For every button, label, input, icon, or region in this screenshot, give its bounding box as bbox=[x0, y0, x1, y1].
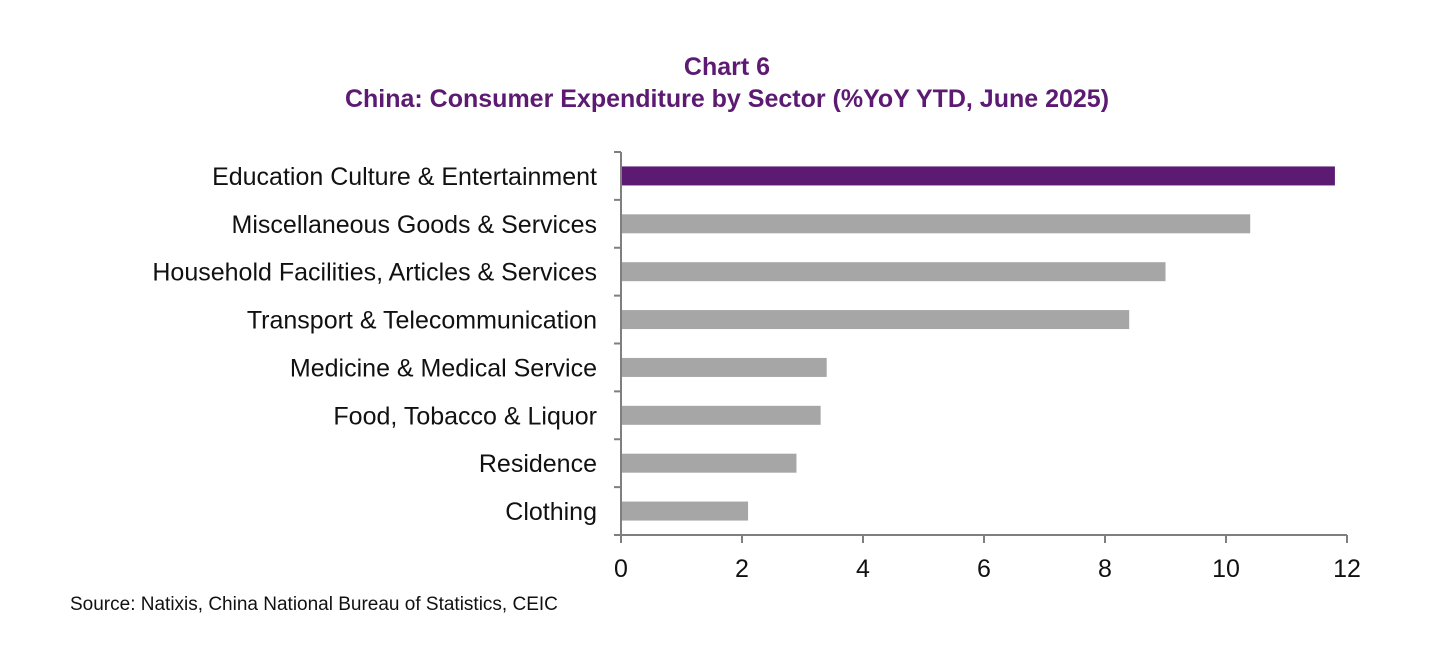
source-note: Source: Natixis, China National Bureau o… bbox=[70, 594, 558, 615]
x-tick-label: 2 bbox=[735, 555, 749, 583]
category-label: Clothing bbox=[505, 498, 597, 526]
x-tick-label: 8 bbox=[1098, 555, 1112, 583]
bar-7 bbox=[621, 501, 749, 521]
x-tick-label: 10 bbox=[1212, 555, 1240, 583]
chart-subtitle: China: Consumer Expenditure by Sector (%… bbox=[345, 85, 1109, 113]
bar-0 bbox=[621, 166, 1335, 186]
category-label: Miscellaneous Goods & Services bbox=[232, 211, 597, 239]
bars-group bbox=[621, 166, 1335, 521]
category-label: Transport & Telecommunication bbox=[247, 307, 597, 335]
x-tick-label: 0 bbox=[614, 555, 628, 583]
axes: 0 2 4 6 8 10 12 bbox=[614, 151, 1361, 583]
x-tick-label: 12 bbox=[1333, 555, 1361, 583]
category-label: Household Facilities, Articles & Service… bbox=[152, 259, 597, 287]
bar-3 bbox=[621, 310, 1130, 330]
x-tick-label: 4 bbox=[856, 555, 870, 583]
bar-2 bbox=[621, 262, 1166, 282]
bar-6 bbox=[621, 453, 797, 473]
bar-5 bbox=[621, 405, 821, 425]
category-labels: Education Culture & Entertainment Miscell… bbox=[152, 163, 597, 526]
category-label: Residence bbox=[479, 450, 597, 478]
x-tick-label: 6 bbox=[977, 555, 991, 583]
bar-1 bbox=[621, 214, 1251, 234]
category-label: Food, Tobacco & Liquor bbox=[333, 402, 597, 430]
category-label: Medicine & Medical Service bbox=[290, 354, 597, 382]
category-label: Education Culture & Entertainment bbox=[212, 163, 597, 191]
chart-title: Chart 6 bbox=[684, 53, 770, 81]
bar-4 bbox=[621, 357, 827, 377]
